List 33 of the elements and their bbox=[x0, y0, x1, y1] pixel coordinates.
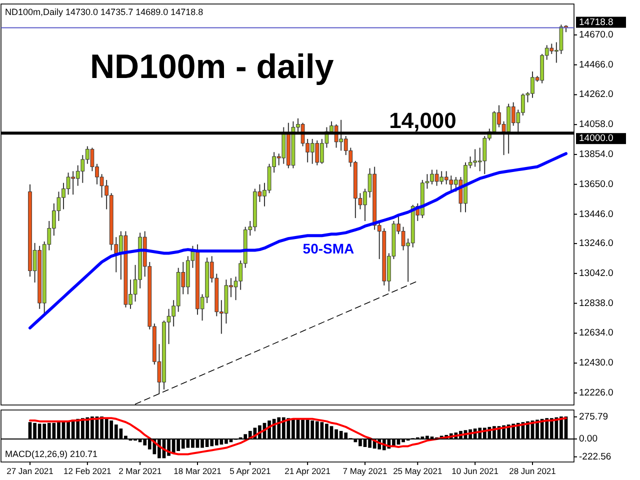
x-tick-label: 18 Mar 2021 bbox=[174, 466, 222, 476]
x-tick-label: 28 Jun 2021 bbox=[509, 466, 556, 476]
annotation: MACD(12,26,9) 210.71 bbox=[5, 449, 98, 459]
x-tick-label: 21 Apr 2021 bbox=[284, 466, 331, 476]
annotation: 14,000 bbox=[389, 108, 456, 134]
x-tick-label: 25 May 2021 bbox=[393, 466, 442, 476]
y-tick-label: 13042.0 bbox=[579, 268, 614, 279]
y-tick-label: 13446.0 bbox=[579, 208, 614, 220]
y-tick-label: 14466.0 bbox=[579, 59, 614, 70]
annotation: ND100m,Daily 14730.0 14735.7 14689.0 14718.8 bbox=[5, 7, 204, 17]
x-tick-label: 27 Jan 2021 bbox=[6, 466, 54, 476]
ref-line-label: 14718.8 bbox=[579, 16, 614, 28]
y-tick-label: 14058.0 bbox=[579, 119, 614, 130]
y-tick-label: 12634.0 bbox=[579, 328, 614, 339]
series-label: 50-SMA bbox=[302, 240, 354, 256]
y-tick-label: 13854.0 bbox=[579, 148, 614, 160]
y-tick-label: 12430.0 bbox=[579, 358, 614, 369]
text: ND100m - daily bbox=[90, 48, 334, 86]
y-tick-label: 13650.0 bbox=[579, 178, 614, 190]
y-tick-label: 12838.0 bbox=[579, 298, 614, 309]
x-tick-label: 5 Apr 2021 bbox=[230, 466, 271, 476]
x-tick-label: 12 Feb 2021 bbox=[64, 466, 112, 476]
y-tick-label: 14262.0 bbox=[579, 89, 614, 100]
x-tick-label: 7 May 2021 bbox=[342, 466, 388, 476]
x-tick-label: 10 Jun 2021 bbox=[452, 466, 499, 476]
y-tick-label: 12226.0 bbox=[579, 388, 614, 398]
ref-line-label: 14000.0 bbox=[579, 133, 614, 144]
y-tick-label: 275.79 bbox=[579, 411, 608, 422]
y-tick-label: 14670.0 bbox=[579, 29, 614, 40]
y-tick-label: 0.00 bbox=[579, 433, 598, 444]
x-tick-label: 2 Mar 2021 bbox=[118, 466, 162, 476]
y-tick-label: 13246.0 bbox=[579, 238, 614, 250]
y-tick-label: -222.56 bbox=[579, 451, 612, 462]
